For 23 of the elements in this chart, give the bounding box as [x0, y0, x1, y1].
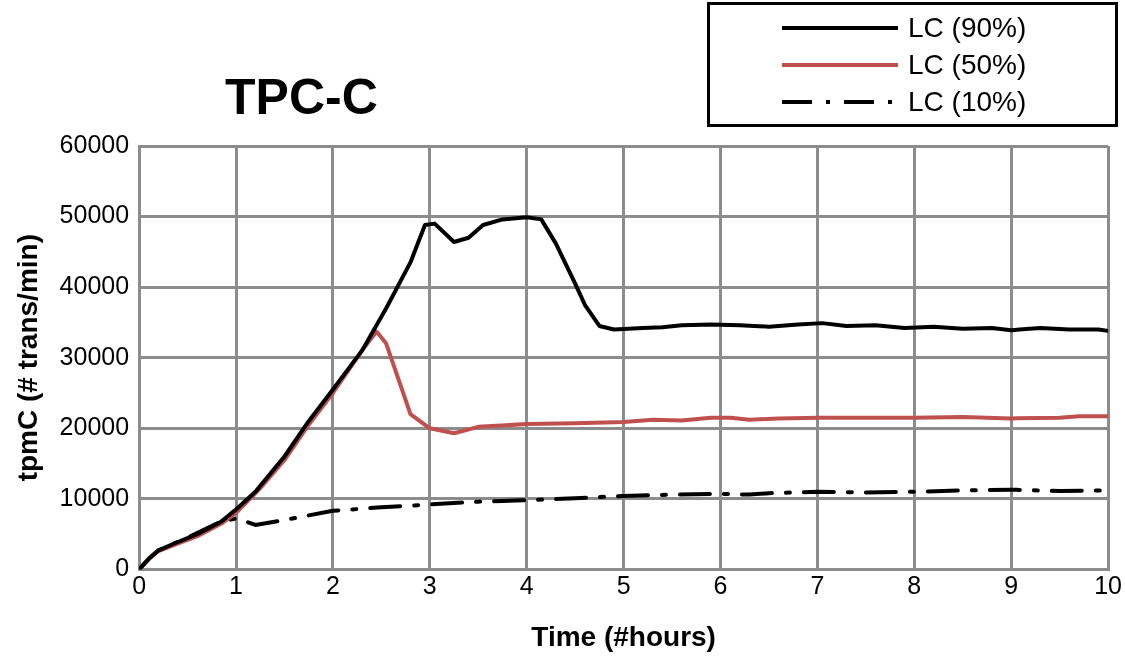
y-tick-label: 50000: [59, 200, 130, 229]
y-axis-title: tpmC (# trans/min): [11, 234, 43, 482]
y-tick-label: 0: [115, 553, 130, 582]
x-tick-label: 8: [907, 571, 922, 600]
x-tick-label: 10: [1094, 571, 1122, 600]
legend-label: LC (90%): [908, 11, 1027, 44]
x-tick-label: 7: [810, 571, 825, 600]
y-tick-label: 30000: [59, 341, 130, 370]
y-tick-label: 60000: [59, 129, 130, 158]
x-tick-label: 6: [713, 571, 728, 600]
x-tick-label: 3: [422, 571, 437, 600]
x-tick-label: 5: [616, 571, 631, 600]
legend-label: LC (50%): [908, 48, 1027, 81]
y-tick-label: 10000: [59, 482, 130, 511]
chart-title: TPC-C: [225, 68, 378, 126]
y-tick-label: 20000: [59, 412, 130, 441]
x-tick-label: 9: [1004, 571, 1019, 600]
x-tick-label: 2: [325, 571, 340, 600]
y-tick-label: 40000: [59, 271, 130, 300]
x-tick-label: 1: [229, 571, 243, 600]
legend-label: LC (10%): [908, 85, 1027, 118]
x-tick-label: 4: [519, 571, 534, 600]
x-axis-title: Time (#hours): [531, 620, 716, 652]
